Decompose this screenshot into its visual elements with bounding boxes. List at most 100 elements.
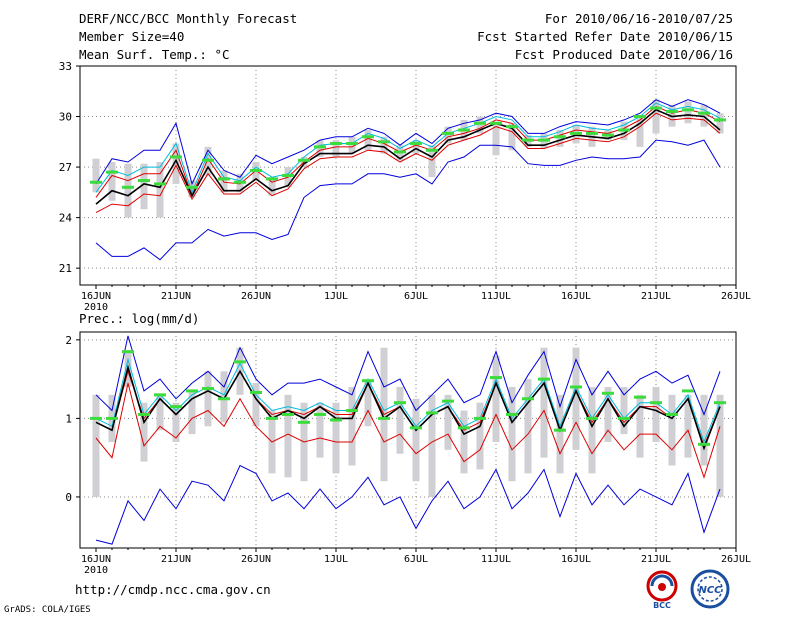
median-marker (506, 125, 518, 129)
ensemble-box (220, 371, 228, 423)
median-marker (458, 426, 470, 430)
median-marker (106, 416, 118, 420)
median-marker (202, 387, 214, 391)
ensemble-box (188, 180, 196, 198)
ensemble-box (684, 101, 692, 124)
median-marker (570, 385, 582, 389)
x-tick-year: 2010 (84, 302, 108, 313)
median-marker (346, 409, 358, 413)
median-marker (474, 121, 486, 125)
ensemble-box (540, 347, 548, 458)
series-max-line (95, 99, 721, 186)
ensemble-box (444, 394, 452, 450)
median-marker (602, 391, 614, 395)
ensemble-box (588, 386, 596, 474)
median-marker (506, 412, 518, 416)
series-mean-line (95, 108, 721, 205)
series-red_lower-line (95, 112, 721, 214)
ensemble-box (380, 136, 388, 154)
median-marker (138, 412, 150, 416)
ensemble-box (716, 113, 724, 134)
median-marker (554, 135, 566, 139)
median-marker (154, 182, 166, 186)
median-marker (602, 133, 614, 137)
median-marker (714, 401, 726, 405)
ensemble-box (92, 394, 100, 497)
x-tick-label: 11JUL (481, 554, 511, 565)
ensemble-box (92, 158, 100, 193)
forecast-start-date: Fcst Started Refer Date 2010/06/15 (477, 29, 733, 44)
median-marker (522, 138, 534, 142)
median-marker (682, 108, 694, 112)
ensemble-box (332, 402, 340, 474)
median-marker (458, 128, 470, 132)
forecast-period: For 2010/06/16-2010/07/25 (544, 11, 733, 26)
median-marker (650, 106, 662, 110)
chart-title: DERF/NCC/BCC Monthly Forecast (79, 11, 298, 26)
median-marker (202, 158, 214, 162)
variable-label: Mean Surf. Temp.: °C (79, 47, 230, 62)
ensemble-box (620, 386, 628, 435)
series-cyan-line (95, 102, 721, 194)
median-marker (170, 405, 182, 409)
median-marker (234, 180, 246, 184)
ensemble-box (492, 121, 500, 156)
y-tick-label: 33 (59, 60, 72, 73)
median-marker (490, 121, 502, 125)
ensemble-box (412, 140, 420, 154)
ensemble-box (652, 386, 660, 442)
median-marker (346, 141, 358, 145)
median-marker (634, 115, 646, 119)
median-marker (378, 416, 390, 420)
x-tick-label: 21JUL (641, 554, 671, 565)
ensemble-box (556, 130, 564, 147)
median-marker (298, 158, 310, 162)
median-marker (698, 111, 710, 115)
bcc-logo: BCC (646, 570, 678, 610)
median-marker (314, 412, 326, 416)
ensemble-box (156, 394, 164, 431)
ensemble-box (156, 162, 164, 218)
bcc-logo-dot (658, 583, 666, 591)
median-marker (618, 128, 630, 132)
series-min-line (95, 464, 721, 545)
median-marker (330, 418, 342, 422)
median-marker (698, 442, 710, 446)
x-tick-label: 16JUL (561, 291, 591, 302)
ncc-logo-inner-ring (697, 576, 723, 602)
median-marker (90, 180, 102, 184)
median-marker (410, 426, 422, 430)
bcc-logo-text: BCC (653, 601, 671, 610)
median-marker (218, 397, 230, 401)
ensemble-box (636, 116, 644, 147)
median-marker (666, 109, 678, 113)
ensemble-box (652, 99, 660, 134)
median-marker (266, 416, 278, 420)
median-marker (426, 148, 438, 152)
x-tick-year: 2010 (84, 565, 108, 576)
median-marker (106, 170, 118, 174)
median-marker (154, 393, 166, 397)
series-cyan-line (95, 357, 721, 444)
ensemble-box (572, 347, 580, 450)
bcc-logo-arc (650, 574, 674, 587)
ensemble-box (396, 386, 404, 454)
ensemble-box (348, 386, 356, 466)
ensemble-box (124, 163, 132, 218)
series-red_upper-line (95, 105, 721, 198)
x-tick-label: 11JUL (481, 291, 511, 302)
ensemble-box (428, 145, 436, 178)
x-tick-label: 26JUL (721, 291, 751, 302)
median-marker (170, 155, 182, 159)
median-marker (538, 138, 550, 142)
website-url[interactable]: http://cmdp.ncc.cma.gov.cn (75, 582, 271, 597)
ensemble-box (604, 386, 612, 442)
y-tick-label: 1 (65, 412, 72, 425)
y-tick-label: 24 (59, 212, 73, 225)
x-tick-label: 26JUN (241, 291, 271, 302)
ensemble-box (428, 394, 436, 497)
median-marker (554, 428, 566, 432)
median-marker (586, 416, 598, 420)
